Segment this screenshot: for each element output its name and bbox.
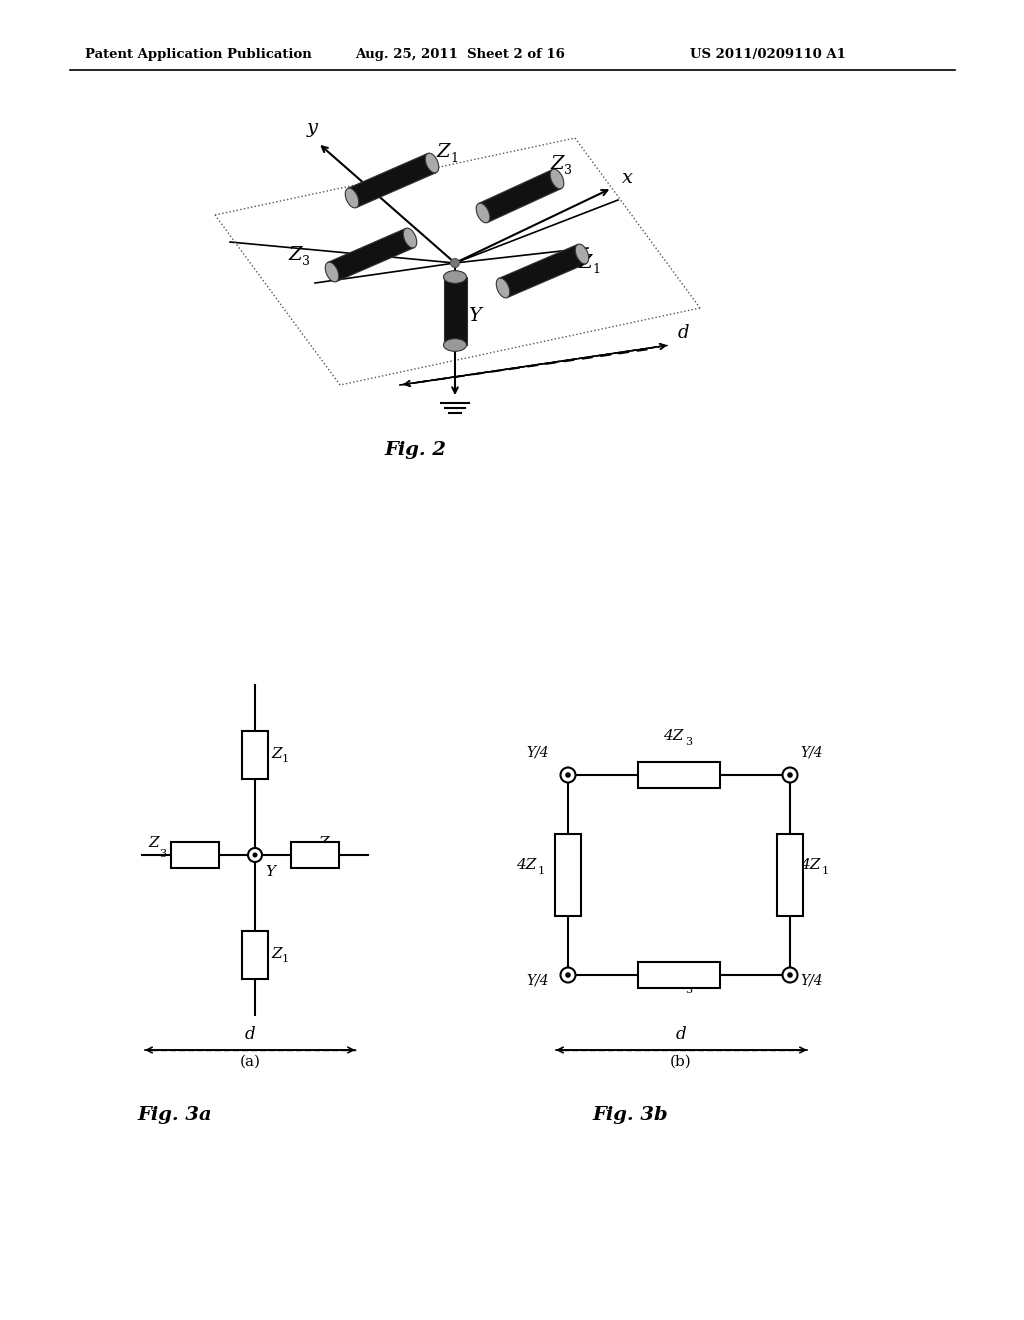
Ellipse shape: [345, 189, 358, 207]
Text: 1: 1: [450, 152, 458, 165]
Circle shape: [560, 968, 575, 982]
Text: (b): (b): [670, 1055, 692, 1069]
Circle shape: [253, 853, 257, 858]
Text: Z: Z: [318, 836, 329, 850]
Bar: [777, 834, 803, 916]
Text: Y/4: Y/4: [526, 974, 549, 987]
Text: (a): (a): [240, 1055, 260, 1069]
Text: d: d: [678, 323, 689, 342]
Text: Fig. 3b: Fig. 3b: [592, 1106, 668, 1125]
Circle shape: [782, 968, 798, 982]
Ellipse shape: [443, 271, 467, 284]
Circle shape: [451, 259, 460, 268]
Text: d: d: [676, 1026, 686, 1043]
Text: Fig. 2: Fig. 2: [384, 441, 446, 459]
Text: 3: 3: [159, 849, 166, 859]
Text: 1: 1: [592, 263, 600, 276]
Bar: [638, 762, 720, 788]
Text: 3: 3: [302, 255, 310, 268]
Ellipse shape: [425, 153, 438, 173]
Text: Z: Z: [271, 946, 282, 961]
Circle shape: [560, 767, 575, 783]
Text: Aug. 25, 2011  Sheet 2 of 16: Aug. 25, 2011 Sheet 2 of 16: [355, 48, 565, 61]
Text: 1: 1: [538, 866, 545, 876]
Bar: [638, 962, 720, 987]
Text: d: d: [245, 1026, 255, 1043]
Text: 3: 3: [564, 164, 572, 177]
Ellipse shape: [497, 279, 510, 298]
Text: 4Z: 4Z: [800, 858, 820, 873]
Bar: [348, 153, 436, 207]
Text: Fig. 3a: Fig. 3a: [137, 1106, 212, 1125]
Ellipse shape: [443, 339, 467, 351]
Ellipse shape: [550, 169, 564, 189]
Text: 1: 1: [282, 954, 289, 964]
Text: x: x: [622, 169, 633, 187]
Circle shape: [787, 973, 793, 978]
Text: 3: 3: [685, 737, 692, 747]
Bar: [242, 731, 268, 779]
Bar: [443, 277, 467, 345]
Circle shape: [565, 973, 570, 978]
Text: 3: 3: [329, 849, 336, 859]
Text: Y/4: Y/4: [800, 974, 822, 987]
Bar: [555, 834, 581, 916]
Text: Z: Z: [436, 143, 450, 161]
Bar: [328, 228, 414, 281]
Text: Z: Z: [271, 747, 282, 762]
Ellipse shape: [326, 263, 339, 282]
Text: 4Z: 4Z: [663, 977, 683, 991]
Bar: [171, 842, 219, 869]
Circle shape: [782, 767, 798, 783]
Text: Y: Y: [265, 865, 275, 879]
Text: Patent Application Publication: Patent Application Publication: [85, 48, 311, 61]
Text: 3: 3: [685, 985, 692, 995]
Ellipse shape: [476, 203, 489, 223]
Bar: [242, 931, 268, 979]
Text: 4Z: 4Z: [516, 858, 537, 873]
Bar: [478, 169, 561, 223]
Text: Z: Z: [550, 154, 563, 173]
Circle shape: [248, 847, 262, 862]
Text: Z: Z: [578, 253, 592, 272]
Text: Z: Z: [288, 246, 301, 264]
Bar: [499, 244, 586, 297]
Text: Z: Z: [148, 836, 159, 850]
Text: Y: Y: [468, 308, 481, 325]
Bar: [291, 842, 339, 869]
Ellipse shape: [575, 244, 589, 264]
Circle shape: [787, 772, 793, 777]
Text: y: y: [306, 119, 317, 137]
Text: US 2011/0209110 A1: US 2011/0209110 A1: [690, 48, 846, 61]
Text: 1: 1: [822, 866, 829, 876]
Text: 4Z: 4Z: [663, 729, 683, 743]
Text: Y/4: Y/4: [526, 746, 549, 760]
Ellipse shape: [403, 228, 417, 248]
Circle shape: [565, 772, 570, 777]
Text: Y/4: Y/4: [800, 746, 822, 760]
Text: 1: 1: [282, 754, 289, 764]
